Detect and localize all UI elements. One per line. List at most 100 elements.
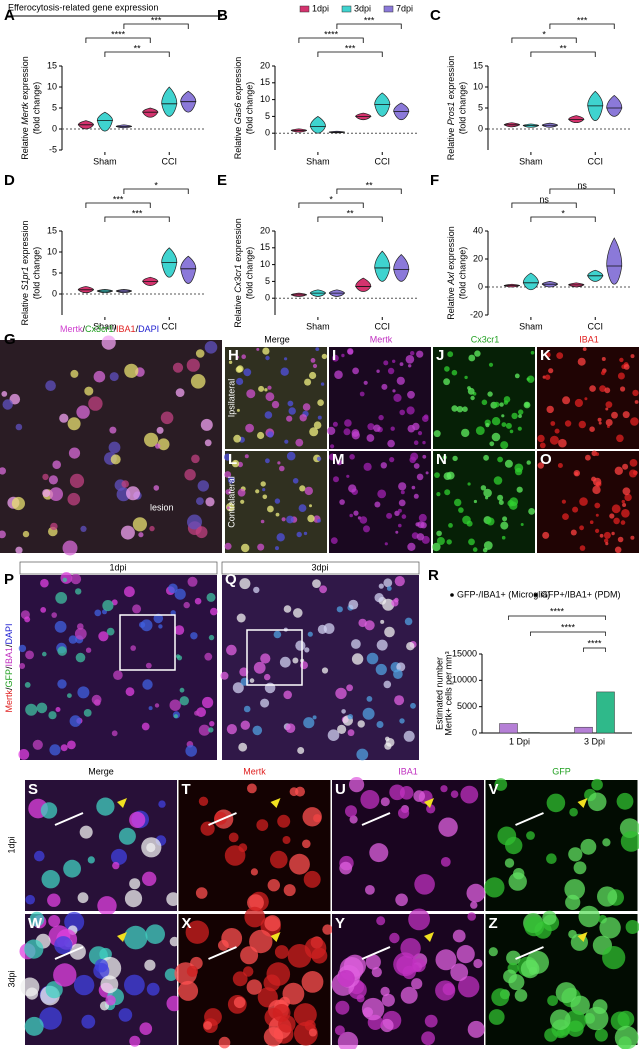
cell	[327, 729, 340, 741]
cell	[175, 654, 181, 659]
cell	[562, 396, 571, 405]
cell	[491, 432, 501, 442]
cell	[537, 434, 545, 443]
x-tick-label: Sham	[519, 321, 543, 331]
cell	[505, 422, 512, 429]
y-tick-label: 10	[47, 81, 57, 91]
cell	[450, 790, 459, 798]
cell	[179, 696, 189, 706]
y-label-part: Relative	[446, 125, 456, 160]
cell	[244, 454, 249, 459]
cell	[393, 393, 402, 402]
cell	[54, 620, 67, 633]
panel-letter: K	[540, 347, 551, 364]
cell	[544, 1028, 558, 1042]
cell	[629, 459, 638, 467]
cell	[34, 850, 45, 862]
cell	[79, 825, 93, 839]
cell	[501, 535, 506, 540]
cell	[49, 744, 61, 756]
significance-bracket	[317, 216, 383, 222]
cell	[396, 955, 416, 975]
cell	[249, 678, 255, 683]
cell	[108, 441, 121, 454]
bar	[596, 691, 615, 734]
cell	[569, 807, 578, 817]
cell	[578, 420, 586, 429]
cell	[392, 389, 396, 393]
cell	[371, 967, 382, 978]
cell	[184, 469, 196, 481]
cell	[283, 690, 293, 700]
cell	[386, 586, 392, 591]
cell	[226, 506, 230, 510]
cell	[601, 357, 606, 361]
micrograph	[433, 347, 535, 449]
y-tick-label: -20	[470, 309, 483, 319]
arrowhead	[117, 932, 127, 942]
cell	[233, 996, 246, 1009]
cell	[346, 474, 350, 478]
cell	[51, 612, 57, 618]
cell	[450, 963, 469, 982]
cell	[501, 422, 507, 427]
violin	[393, 254, 410, 282]
cell	[504, 858, 515, 868]
cell	[224, 542, 232, 550]
cell	[616, 792, 634, 810]
significance-bracket	[104, 216, 170, 222]
cell	[330, 537, 338, 544]
cell	[464, 375, 468, 380]
cell	[183, 601, 190, 609]
cell	[227, 476, 235, 484]
cell	[255, 489, 260, 494]
cell	[50, 522, 58, 531]
cell	[260, 698, 270, 708]
cell	[509, 429, 514, 434]
panel-letter: T	[182, 781, 191, 798]
cell	[341, 353, 345, 358]
cell	[333, 476, 339, 483]
cell	[304, 378, 312, 386]
arrow	[54, 812, 84, 826]
significance-bracket	[511, 37, 577, 43]
column-header: GFP	[552, 766, 571, 776]
cell	[336, 459, 343, 466]
cell	[407, 390, 415, 399]
cell	[118, 827, 136, 845]
cell	[558, 438, 567, 448]
cell	[25, 987, 39, 1000]
panel-letter: F	[430, 172, 439, 189]
cell	[236, 613, 246, 623]
cell	[323, 623, 335, 634]
cell	[91, 694, 102, 705]
cell	[416, 350, 424, 358]
cell	[62, 540, 78, 556]
cell	[423, 414, 429, 420]
cell	[366, 434, 375, 442]
cell	[366, 652, 379, 665]
cell	[200, 821, 215, 836]
cell	[321, 667, 329, 674]
cell	[74, 627, 87, 640]
cell	[69, 715, 82, 727]
cell	[472, 547, 478, 552]
significance-label: ****	[111, 29, 126, 39]
cell	[25, 703, 38, 716]
cell	[351, 431, 360, 440]
cell	[320, 382, 325, 386]
cell	[124, 363, 139, 378]
cell	[317, 415, 322, 420]
cell	[356, 748, 369, 761]
cell	[373, 424, 381, 432]
cell	[145, 662, 152, 669]
y-axis-label: Relative Axl expression	[446, 226, 456, 320]
cell	[275, 546, 279, 551]
cell	[304, 486, 313, 496]
cell	[362, 707, 375, 720]
cell	[498, 500, 504, 505]
cell	[168, 583, 178, 594]
cell	[409, 456, 417, 464]
cell	[458, 507, 464, 513]
cell	[281, 517, 286, 522]
